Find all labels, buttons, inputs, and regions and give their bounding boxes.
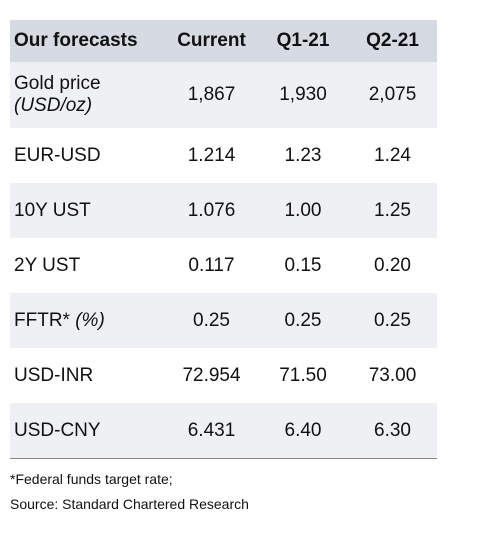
value-cell: 2,075 <box>348 62 437 128</box>
table-body: Gold price (USD/oz) 1,867 1,930 2,075 EUR-USD… <box>10 62 437 459</box>
row-label-cell: USD-INR <box>10 348 165 403</box>
table-row: EUR-USD 1.214 1.23 1.24 <box>10 128 437 183</box>
value-cell: 1,867 <box>165 62 258 128</box>
table-row: USD-INR 72.954 71.50 73.00 <box>10 348 437 403</box>
row-label-cell: Gold price (USD/oz) <box>10 62 165 128</box>
value-cell: 0.25 <box>165 293 258 348</box>
row-label-unit: (USD/oz) <box>14 95 93 116</box>
row-label-unit: (%) <box>75 309 105 331</box>
row-label: 2Y UST <box>14 254 81 276</box>
header-cell: Q1-21 <box>258 20 348 62</box>
forecast-table: Our forecasts Current Q1-21 Q2-21 Gold pric… <box>10 20 437 459</box>
table-row: 10Y UST 1.076 1.00 1.25 <box>10 183 437 238</box>
header-cell: Our forecasts <box>10 20 165 62</box>
value-cell: 1.00 <box>258 183 348 238</box>
value-cell: 1.076 <box>165 183 258 238</box>
row-label: USD-CNY <box>14 419 101 441</box>
row-label-cell: EUR-USD <box>10 128 165 183</box>
value-cell: 1.214 <box>187 144 236 166</box>
value-cell: 1,930 <box>258 62 348 128</box>
row-label-cell: USD-CNY <box>10 403 165 459</box>
footnotes: *Federal funds target rate; Source: Stand… <box>10 467 437 517</box>
row-label: USD-INR <box>14 364 94 386</box>
row-label-cell: 10Y UST <box>10 183 165 238</box>
value-cell: 73.00 <box>368 364 417 386</box>
footnote: Source: Standard Chartered Research <box>10 496 249 512</box>
value-cell: 6.431 <box>165 403 258 459</box>
value-cell: 6.40 <box>258 403 348 459</box>
value-cell: 1.23 <box>284 144 322 166</box>
row-label-cell: FFTR* (%) <box>10 293 165 348</box>
value-cell: 0.15 <box>284 254 322 276</box>
value-cell: 0.25 <box>348 293 437 348</box>
header-cell: Q2-21 <box>348 20 437 62</box>
value-cell: 0.20 <box>374 254 411 276</box>
header-cell: Current <box>165 20 258 62</box>
value-cell: 0.117 <box>188 254 235 276</box>
value-cell: 1.24 <box>374 144 411 166</box>
table-row: 2Y UST 0.117 0.15 0.20 <box>10 238 437 293</box>
table-row: Gold price (USD/oz) 1,867 1,930 2,075 <box>10 62 437 128</box>
value-cell: 0.25 <box>258 293 348 348</box>
row-label: EUR-USD <box>14 144 101 166</box>
value-cell: 1.25 <box>348 183 437 238</box>
value-cell: 6.30 <box>348 403 437 459</box>
row-label: Gold price <box>14 73 101 94</box>
value-cell: 72.954 <box>182 364 241 386</box>
row-label: FFTR* <box>14 309 70 331</box>
row-label-cell: 2Y UST <box>10 238 165 293</box>
forecast-table-panel: Our forecasts Current Q1-21 Q2-21 Gold pric… <box>10 20 437 517</box>
table-row: USD-CNY 6.431 6.40 6.30 <box>10 403 437 459</box>
table-row: FFTR* (%) 0.25 0.25 0.25 <box>10 293 437 348</box>
header-row: Our forecasts Current Q1-21 Q2-21 <box>10 20 437 62</box>
row-label: 10Y UST <box>14 199 91 221</box>
footnote: *Federal funds target rate; <box>10 471 173 487</box>
value-cell: 71.50 <box>279 364 327 386</box>
